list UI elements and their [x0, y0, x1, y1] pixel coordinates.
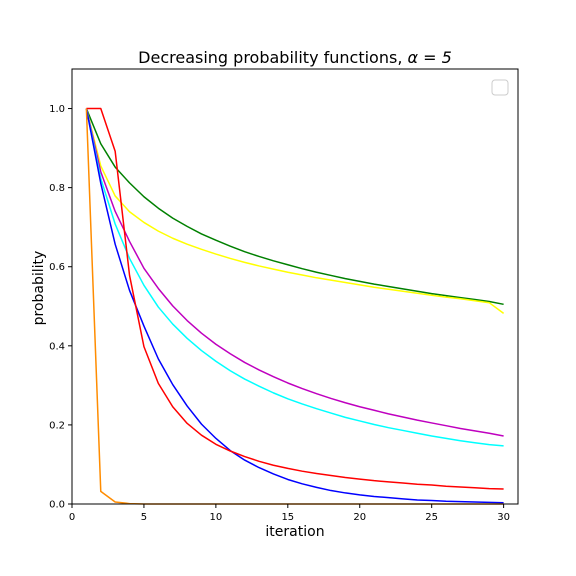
y-tick-label: 1.0 [49, 104, 65, 115]
chart-title-main: Decreasing probability functions, [138, 48, 407, 67]
series-line-3 [85, 108, 504, 447]
axes-frame [71, 68, 519, 505]
plot-area [71, 68, 519, 505]
y-axis-ticks: 0.0 0.2 0.4 0.6 0.8 1.0 [49, 104, 72, 511]
series-line-5 [86, 107, 504, 490]
series-line-1 [85, 108, 505, 314]
x-axis-ticks: 0 5 10 15 20 25 30 [69, 504, 510, 523]
x-tick-label: 25 [425, 512, 438, 523]
y-tick-label: 0.2 [49, 420, 65, 431]
x-tick-label: 20 [353, 512, 366, 523]
legend-box [491, 79, 509, 96]
x-tick-label: 0 [69, 512, 75, 523]
series-line-2 [85, 108, 504, 437]
chart-title: Decreasing probability functions, α = 5 [138, 48, 452, 67]
y-tick-label: 0.8 [49, 183, 65, 194]
y-axis-label: probability [31, 251, 47, 326]
x-axis-label: iteration [265, 524, 324, 540]
x-tick-label: 30 [497, 512, 510, 523]
series-line-0 [85, 108, 504, 306]
y-tick-label: 0.6 [49, 262, 65, 273]
y-tick-label: 0.4 [49, 341, 65, 352]
x-tick-label: 5 [141, 512, 147, 523]
x-tick-label: 10 [210, 512, 223, 523]
y-tick-label: 0.0 [49, 500, 65, 511]
x-tick-label: 15 [281, 512, 294, 523]
series-line-4 [85, 108, 504, 504]
chart-title-alpha: α = 5 [408, 48, 452, 67]
